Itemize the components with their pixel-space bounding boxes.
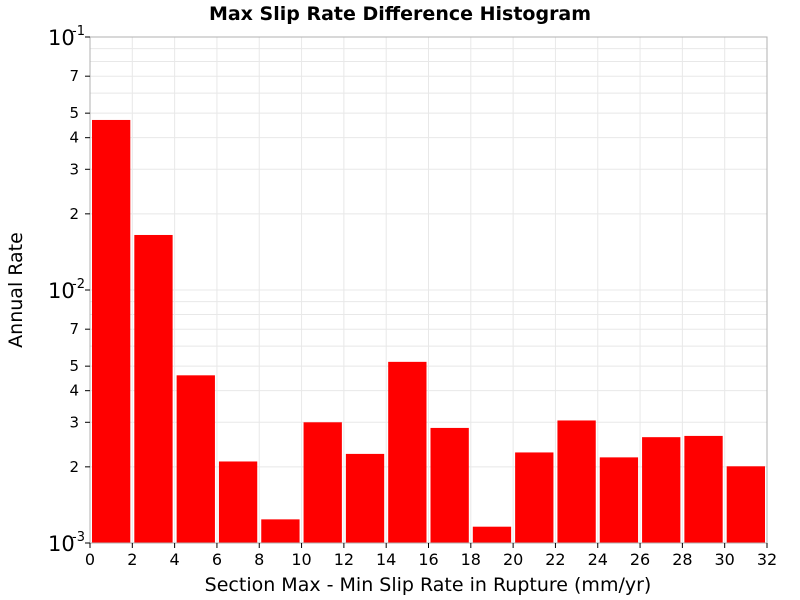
y-tick-label: 2 <box>69 205 79 223</box>
histogram-bar <box>345 453 385 543</box>
x-tick-label: 10 <box>291 550 311 569</box>
x-tick-label: 18 <box>461 550 481 569</box>
histogram-bar <box>218 461 258 543</box>
histogram-bar <box>92 119 131 544</box>
histogram-bar <box>430 427 469 543</box>
chart-title: Max Slip Rate Difference Histogram <box>209 3 591 25</box>
x-tick-label: 2 <box>127 550 137 569</box>
y-tick-label: 2 <box>69 458 79 476</box>
y-decade-label: 10 <box>48 279 75 303</box>
y-tick-label: 5 <box>69 104 79 122</box>
x-tick-label: 8 <box>254 550 264 569</box>
x-tick-label: 28 <box>672 550 692 569</box>
histogram-bar <box>303 422 342 543</box>
x-axis-ticks: 0 2 4 6 8 10 12 14 16 18 20 22 24 26 28 30 32 <box>85 543 777 569</box>
x-tick-label: 14 <box>376 550 396 569</box>
x-tick-label: 22 <box>545 550 565 569</box>
histogram-bars <box>92 119 765 544</box>
x-tick-label: 6 <box>212 550 222 569</box>
histogram-bar <box>557 420 596 543</box>
histogram-bar <box>388 361 427 543</box>
y-tick-label: 7 <box>69 320 79 338</box>
y-tick-label: 4 <box>69 382 79 400</box>
x-tick-label: 4 <box>170 550 180 569</box>
x-tick-label: 26 <box>630 550 650 569</box>
y-axis-label: Annual Rate <box>5 232 27 348</box>
x-tick-label: 32 <box>757 550 777 569</box>
histogram-bar <box>176 375 215 543</box>
histogram-bar <box>515 452 554 543</box>
x-tick-label: 12 <box>334 550 354 569</box>
histogram-bar <box>134 234 173 543</box>
y-decade-label: 10 <box>48 26 75 50</box>
histogram-bar <box>599 457 639 543</box>
histogram-bar <box>472 526 512 543</box>
y-decade-exponent: -3 <box>72 530 85 545</box>
x-tick-label: 0 <box>85 550 95 569</box>
histogram-bar <box>261 519 300 543</box>
y-decade-label: 10 <box>48 532 75 556</box>
y-tick-label: 7 <box>69 67 79 85</box>
x-tick-label: 30 <box>715 550 735 569</box>
y-tick-label: 4 <box>69 129 79 147</box>
x-tick-label: 24 <box>588 550 608 569</box>
x-tick-label: 20 <box>503 550 523 569</box>
y-tick-label: 3 <box>69 413 79 431</box>
y-decade-exponent: -1 <box>72 24 85 39</box>
y-tick-label: 5 <box>69 357 79 375</box>
histogram-bar <box>684 435 723 543</box>
histogram-bar <box>726 466 765 543</box>
y-tick-label: 3 <box>69 160 79 178</box>
x-axis-label: Section Max - Min Slip Rate in Rupture (… <box>205 574 652 596</box>
histogram-bar <box>642 437 681 543</box>
y-decade-exponent: -2 <box>72 277 85 292</box>
x-tick-label: 16 <box>418 550 438 569</box>
